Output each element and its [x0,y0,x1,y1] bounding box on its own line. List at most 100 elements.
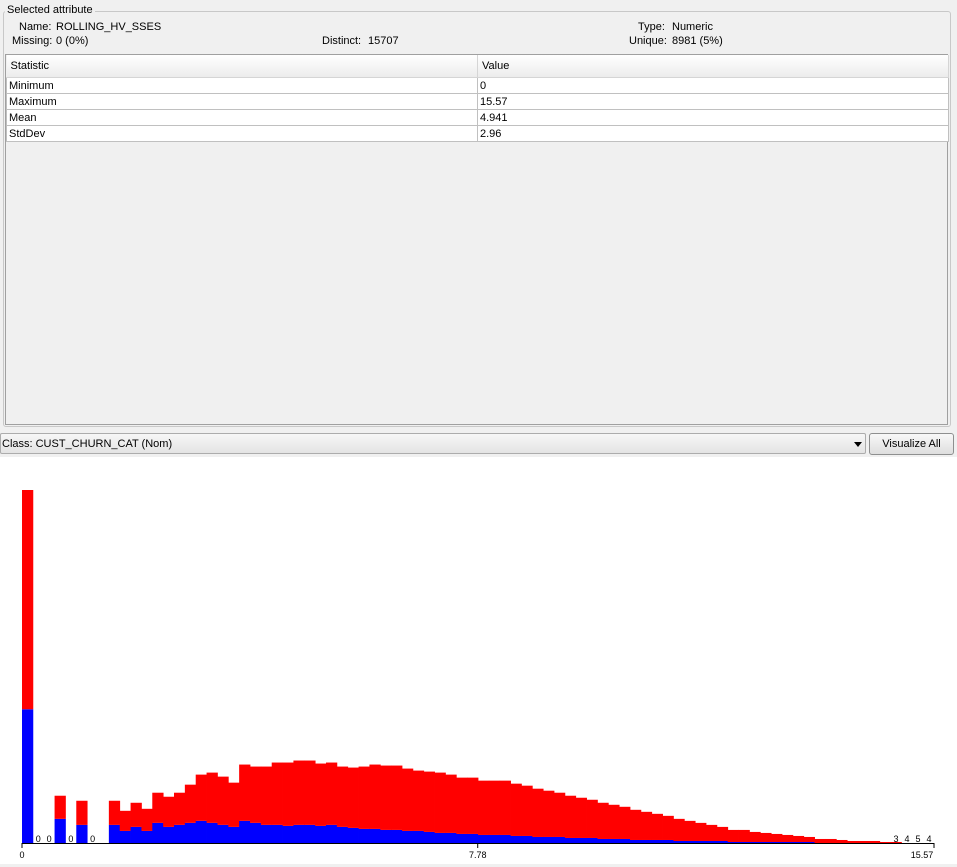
class-attribute-select[interactable]: Class: CUST_CHURN_CAT (Nom) [0,433,866,454]
histogram-bar-red [239,764,251,821]
histogram-bar-blue [651,839,663,843]
histogram-bar-blue [282,825,294,843]
name-label: Name: [19,21,52,33]
histogram-bar-red [651,813,663,840]
histogram-bar-red [868,840,881,843]
histogram-bar-blue [76,824,88,843]
histogram-bar-blue [271,824,283,843]
histogram-bar-blue [630,839,642,843]
chevron-down-icon[interactable] [854,442,862,447]
selected-attribute-frame [3,11,951,427]
histogram-bar-red [130,802,142,827]
histogram-bar-red [543,790,555,837]
histogram-bar-red [119,810,131,831]
histogram-bar-blue [163,826,175,843]
histogram-bar-red [108,800,121,825]
stat-cell: Maximum [6,93,478,110]
histogram-bar-blue [119,830,131,843]
histogram-bar-red [467,777,479,834]
histogram-bar-red [22,490,34,710]
histogram-bar-blue [141,830,153,843]
histogram-bar-red [315,763,327,826]
missing-value: 0 (0%) [56,35,89,47]
histogram-bar-red [814,838,826,843]
histogram-bar-red [347,767,359,828]
column-header-value[interactable]: Value [477,55,949,78]
histogram-bar-blue [749,841,761,843]
histogram-bar-red [575,797,587,838]
stat-cell: StdDev [6,125,478,142]
histogram-bar-blue [174,824,186,843]
histogram-bar-red [695,822,707,841]
histogram-bar-red [510,783,522,836]
histogram-bar-blue [293,824,305,843]
histogram-bar-red [586,799,598,838]
bin-count-label: 0 [90,834,95,844]
histogram-bar-red [217,776,229,825]
histogram-bar-red [836,839,848,843]
histogram-bar-blue [22,709,34,843]
table-row[interactable]: Minimum 0 [6,77,949,94]
bin-count-label: 4 [904,834,909,844]
missing-label: Missing: [12,35,53,47]
histogram-bar-blue [782,841,794,843]
histogram-bar-blue [239,820,251,843]
histogram-bar-red [771,833,783,842]
distinct-value: 15707 [368,35,399,47]
column-header-statistic[interactable]: Statistic [6,55,478,78]
histogram-bar-blue [716,840,729,843]
histogram-bar-red [673,818,685,841]
histogram-bar-red [760,832,772,842]
table-row[interactable]: Maximum 15.57 [6,93,949,110]
histogram-bar-blue [467,833,479,843]
histogram-bar-blue [217,824,229,843]
histogram-bar-blue [673,840,685,843]
histogram-bar-blue [315,825,327,843]
histogram-bar-red [174,792,186,825]
histogram-bar-red [76,800,88,825]
name-value: ROLLING_HV_SSES [56,21,162,33]
stat-cell: Mean [6,109,478,126]
histogram-bar-red [716,826,729,841]
histogram-bar-blue [706,840,718,843]
histogram-bar-red [564,795,577,838]
histogram-bar-blue [510,835,522,843]
histogram-bar-red [54,795,66,819]
unique-label: Unique: [629,35,667,47]
histogram-bar-blue [771,841,783,843]
histogram-bar-blue [369,828,381,843]
histogram-bar-red [554,792,566,837]
panel-title: Selected attribute [5,4,95,16]
histogram-bar-red [293,760,305,825]
histogram-bar-blue [695,840,707,843]
histogram-bar-red [260,766,273,825]
statistics-table[interactable]: Statistic Value Minimum 0 Maximum 15.57 … [5,54,949,425]
histogram-bar-blue [130,826,142,843]
histogram-bar-blue [543,836,555,843]
x-axis-ticks: 0 7.78 15.57 [19,843,935,860]
histogram-bar-red [879,841,891,843]
histogram-bar-red [532,788,544,837]
histogram-bar-red [847,840,859,843]
histogram-bar-red [380,765,392,830]
x-tick-label: 15.57 [911,850,934,860]
histogram-bar-blue [760,841,772,843]
type-label: Type: [638,21,665,33]
histogram-bar-red [499,780,511,835]
histogram-bar-blue [738,841,750,843]
selected-attribute-panel: Selected attribute Name: ROLLING_HV_SSES… [0,0,957,430]
table-row[interactable]: StdDev 2.96 [6,125,949,142]
table-row[interactable]: Mean 4.941 [6,109,949,126]
histogram-bar-blue [206,822,218,843]
histogram-bar-red [738,829,750,842]
histogram-bar-blue [326,824,338,843]
histogram-bar-blue [347,827,359,843]
histogram-bar-blue [554,836,566,843]
bin-count-label: 0 [68,834,73,844]
visualize-all-button[interactable]: Visualize All [869,433,954,455]
histogram-bar-blue [575,837,587,843]
stat-cell: Minimum [6,77,478,94]
histogram-bar-red [792,835,805,842]
histogram-bar-red [803,836,815,842]
histogram-bar-red [662,815,674,840]
